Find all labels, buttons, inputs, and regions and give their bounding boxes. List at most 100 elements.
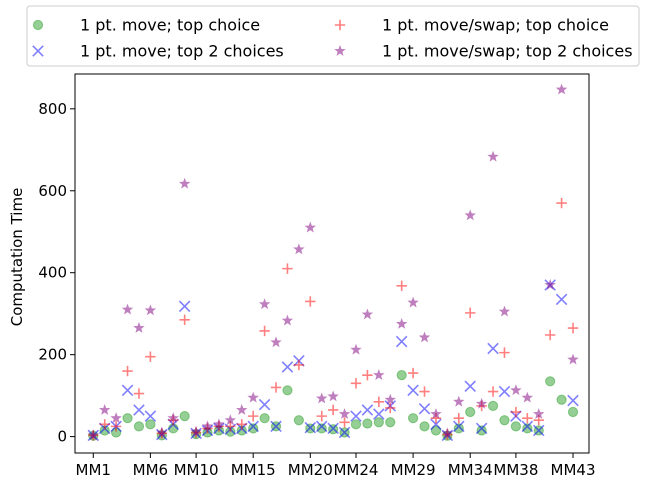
data-point — [567, 322, 579, 334]
data-point — [144, 304, 157, 316]
data-point — [133, 388, 145, 399]
legend-label: 1 pt. move; top 2 choices — [80, 42, 284, 61]
data-point — [236, 419, 247, 430]
x-tick-label: MM43 — [551, 461, 596, 479]
data-point — [407, 367, 419, 379]
data-point — [373, 396, 385, 407]
data-point — [339, 417, 350, 428]
data-point — [499, 415, 510, 426]
y-axis-label: Computation Time — [8, 188, 26, 327]
data-point — [133, 322, 145, 333]
data-point — [430, 418, 442, 431]
data-point — [521, 420, 534, 433]
data-point — [373, 417, 384, 428]
data-point — [510, 384, 522, 396]
data-point — [453, 420, 465, 433]
y-tick-label: 200 — [38, 346, 67, 364]
data-point — [556, 394, 567, 405]
plot-area — [74, 73, 590, 454]
data-point — [522, 412, 533, 424]
data-point — [87, 429, 99, 441]
data-point — [361, 404, 374, 416]
data-point — [430, 408, 442, 419]
data-point — [247, 420, 259, 433]
data-point — [567, 394, 579, 407]
data-point — [362, 369, 373, 381]
data-point — [522, 423, 533, 434]
data-point — [453, 423, 464, 434]
y-tick-label: 600 — [38, 182, 67, 200]
data-point — [316, 392, 328, 404]
data-point — [464, 380, 476, 392]
data-point — [373, 369, 385, 381]
data-point — [110, 412, 122, 424]
data-point — [122, 365, 133, 377]
data-point — [304, 421, 317, 434]
series-4 — [87, 83, 579, 441]
y-tick-label: 800 — [38, 100, 67, 118]
data-point — [567, 353, 579, 365]
x-axis: MM1 MM6 MM10 MM15 MM20 MM24 MM29 MM34 MM38 MM43 — [76, 453, 596, 479]
x-tick-label: MM6 — [133, 461, 168, 479]
data-point — [453, 395, 465, 407]
data-point — [327, 390, 339, 402]
data-point — [418, 331, 431, 343]
data-point — [259, 325, 270, 337]
data-point — [338, 408, 351, 419]
data-point — [213, 418, 225, 430]
data-point — [407, 384, 419, 397]
data-point — [224, 414, 237, 426]
legend-marker — [334, 19, 346, 31]
data-point — [338, 426, 351, 439]
data-point — [248, 423, 259, 434]
legend-label: 1 pt. move/swap; top choice — [382, 16, 609, 35]
data-point — [201, 420, 214, 432]
legend: 1 pt. move; top choice 1 pt. move; top 2 … — [26, 5, 640, 67]
x-tick-label: MM24 — [333, 461, 378, 479]
x-tick-label: MM20 — [288, 461, 333, 479]
data-point — [395, 317, 408, 329]
data-point — [396, 370, 407, 381]
data-point — [476, 425, 487, 436]
data-point — [533, 408, 545, 419]
data-point — [305, 296, 316, 307]
data-point — [293, 243, 305, 255]
data-point — [487, 400, 499, 411]
data-point — [545, 376, 556, 387]
data-point — [430, 425, 442, 436]
data-point — [178, 177, 191, 189]
legend-marker — [32, 19, 44, 31]
data-point — [281, 361, 294, 373]
data-point — [532, 424, 545, 437]
data-point — [464, 209, 476, 221]
data-point — [167, 412, 179, 424]
data-point — [475, 422, 488, 435]
data-point — [533, 415, 544, 426]
data-point — [247, 391, 259, 403]
data-point — [385, 402, 396, 414]
data-point — [419, 421, 430, 432]
legend-marker — [334, 45, 346, 56]
data-point — [316, 410, 327, 422]
data-point — [361, 308, 374, 320]
data-point — [418, 402, 431, 415]
data-point — [282, 385, 293, 396]
data-point — [156, 426, 168, 438]
data-point — [453, 412, 464, 424]
data-point — [510, 421, 521, 432]
y-tick-label: 400 — [38, 264, 67, 282]
data-point — [475, 397, 488, 409]
data-point — [98, 403, 111, 415]
data-point — [350, 410, 362, 422]
data-point — [544, 279, 556, 290]
data-point — [487, 150, 499, 162]
data-point — [293, 415, 304, 426]
data-point — [385, 417, 396, 428]
legend-label: 1 pt. move/swap; top 2 choices — [382, 42, 633, 61]
legend-marker — [32, 45, 44, 57]
data-point — [499, 347, 510, 358]
data-point — [407, 296, 419, 308]
data-point — [281, 314, 294, 326]
data-point — [179, 411, 190, 422]
axes-frame — [74, 73, 590, 454]
